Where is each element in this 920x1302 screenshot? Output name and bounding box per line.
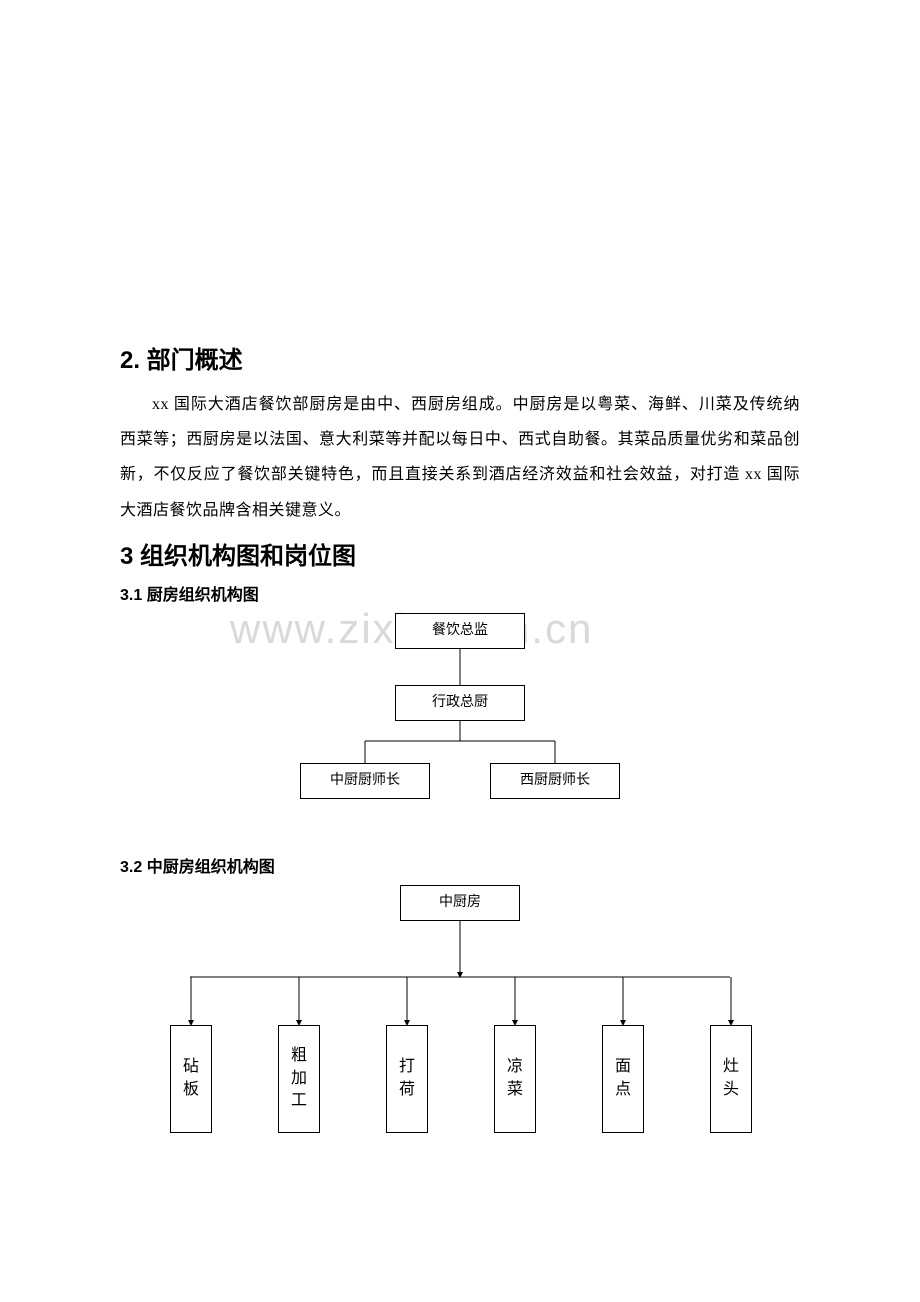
org-node: 中厨厨师长 xyxy=(300,763,430,799)
section-3-2-heading: 3.2 中厨房组织机构图 xyxy=(120,853,800,877)
org-node: 西厨厨师长 xyxy=(490,763,620,799)
org-leaf-node: 砧板 xyxy=(170,1025,212,1133)
org-chart-1: 餐饮总监行政总厨中厨厨师长 西厨厨师长 xyxy=(120,613,800,813)
org-leaf-node: 灶头 xyxy=(710,1025,752,1133)
org-root-node: 中厨房 xyxy=(400,885,520,921)
org-leaf-node: 凉菜 xyxy=(494,1025,536,1133)
org-leaf-node: 粗加工 xyxy=(278,1025,320,1133)
org-chart-2: 中厨房砧板 粗加工 打荷凉菜面点灶头 xyxy=(120,885,800,1145)
org-node: 行政总厨 xyxy=(395,685,525,721)
section-2-heading: 2. 部门概述 xyxy=(120,340,800,375)
section-3-1-heading: 3.1 厨房组织机构图 xyxy=(120,581,800,605)
org-node: 餐饮总监 xyxy=(395,613,525,649)
section-2-paragraph: xx 国际大酒店餐饮部厨房是由中、西厨房组成。中厨房是以粤菜、海鲜、川菜及传统纳… xyxy=(120,387,800,528)
section-3-heading: 3 组织机构图和岗位图 xyxy=(120,536,800,571)
document-content: 2. 部门概述 xx 国际大酒店餐饮部厨房是由中、西厨房组成。中厨房是以粤菜、海… xyxy=(120,340,800,1145)
org-leaf-node: 面点 xyxy=(602,1025,644,1133)
org-leaf-node: 打荷 xyxy=(386,1025,428,1133)
